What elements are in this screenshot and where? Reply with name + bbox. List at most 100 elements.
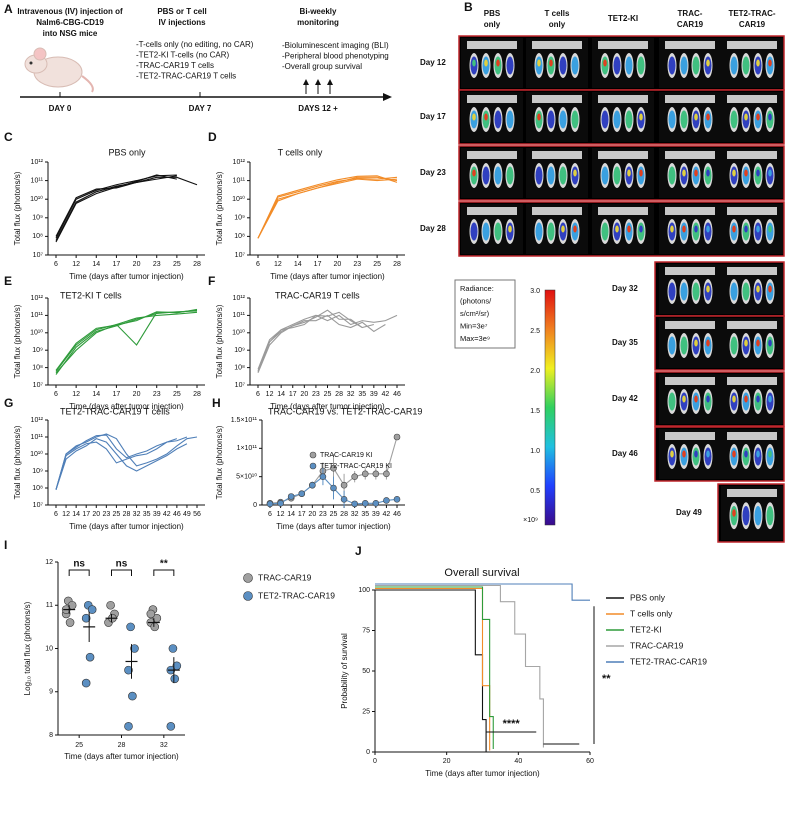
- x-tick-label: 17: [298, 511, 306, 518]
- y-tick-label: 10⁸: [32, 485, 43, 492]
- timepoint: DAY 7: [189, 104, 212, 113]
- signal: [744, 225, 748, 233]
- signal: [744, 450, 748, 458]
- panel-letter: J: [355, 544, 362, 558]
- y-tick-label: 10¹⁰: [30, 450, 43, 458]
- signal: [732, 225, 736, 233]
- panel-letter: F: [208, 274, 215, 288]
- x-tick-label: 35: [143, 511, 151, 518]
- signal: [549, 59, 553, 67]
- imaging-rack: [665, 267, 715, 275]
- x-tick-label: 60: [586, 758, 594, 765]
- mouse-ear: [33, 47, 47, 61]
- data-point: [81, 613, 91, 623]
- x-tick-label: 14: [294, 261, 302, 268]
- signal: [682, 395, 686, 403]
- series-line: [55, 175, 177, 237]
- signal: [706, 339, 710, 347]
- signal: [561, 113, 565, 121]
- step-item: -Overall group survival: [282, 62, 362, 71]
- legend-marker: [243, 591, 253, 601]
- step-item: -TET2-KI T-cells (no CAR): [136, 51, 230, 60]
- signal: [472, 225, 476, 233]
- x-tick-label: 20: [300, 391, 308, 398]
- signal: [768, 285, 772, 293]
- data-point: [287, 493, 295, 500]
- x-tick-label: 6: [54, 261, 58, 268]
- y-tick-label: 10¹¹: [233, 177, 246, 184]
- y-tick-label: 1.5×10¹¹: [231, 417, 258, 424]
- signal: [756, 285, 760, 293]
- signal: [706, 395, 710, 403]
- signal: [768, 225, 772, 233]
- y-tick-label: 10⁹: [32, 215, 43, 222]
- colorbar-tick: 3.0: [530, 288, 540, 295]
- signal: [744, 509, 748, 517]
- signal: [744, 59, 748, 67]
- y-tick-label: 10⁸: [234, 233, 245, 240]
- x-tick-label: 6: [268, 511, 272, 518]
- group-header: CAR19: [677, 20, 704, 29]
- step-text: Nalm6-CBG-CD19: [36, 18, 104, 27]
- y-tick-label: 10¹¹: [233, 312, 246, 319]
- data-point: [309, 481, 316, 489]
- signal: [603, 113, 607, 121]
- imaging-rack: [727, 489, 777, 497]
- x-tick-label: 23: [319, 511, 327, 518]
- x-tick-label: 46: [393, 391, 401, 398]
- signal: [732, 395, 736, 403]
- panel-letter: I: [4, 538, 7, 552]
- x-tick-label: 14: [277, 391, 285, 398]
- legend-marker: [243, 573, 253, 583]
- survival-curve: [375, 584, 544, 748]
- signal: [732, 339, 736, 347]
- signal: [756, 450, 760, 458]
- imaging-rack: [532, 41, 582, 49]
- y-axis-label: Total flux (photons/s): [215, 304, 224, 378]
- imaging-rack: [665, 432, 715, 440]
- x-tick-label: 25: [113, 511, 121, 518]
- day-label: Day 42: [612, 394, 638, 403]
- monitor-arrow-head: [327, 79, 333, 85]
- survival-curve: [375, 583, 590, 601]
- imaging-rack: [665, 321, 715, 329]
- radiance-text: Radiance:: [460, 284, 494, 293]
- signal: [744, 113, 748, 121]
- x-tick-label: 14: [92, 261, 100, 268]
- x-tick-label: 32: [347, 391, 355, 398]
- x-tick-label: 35: [358, 391, 366, 398]
- group-header: TET2-KI: [608, 14, 638, 23]
- data-point: [124, 722, 133, 731]
- signal: [639, 113, 643, 121]
- signal: [732, 113, 736, 121]
- panel-letter: E: [4, 274, 12, 288]
- x-tick-label: 12: [277, 511, 285, 518]
- imaging-rack: [727, 432, 777, 440]
- series-line: [257, 175, 398, 239]
- y-tick-label: 10¹²: [233, 295, 246, 302]
- x-tick-label: 14: [72, 511, 80, 518]
- signal: [694, 59, 698, 67]
- data-point: [340, 481, 348, 489]
- panel-letter: D: [208, 130, 217, 144]
- y-axis-label: Total flux (photons/s): [13, 425, 22, 499]
- x-axis-label: Time (days after tumor injection): [276, 522, 391, 531]
- series-line: [55, 311, 198, 372]
- imaging-rack: [467, 41, 517, 49]
- signal: [670, 450, 674, 458]
- group-header: TET2-TRAC-: [728, 9, 775, 18]
- x-tick-label: 20: [133, 391, 141, 398]
- panel-letter: H: [212, 396, 221, 410]
- y-tick-label: 10¹⁰: [30, 329, 43, 337]
- y-tick-label: 10⁹: [234, 215, 245, 222]
- y-tick-label: 5×10¹⁰: [236, 473, 257, 481]
- x-tick-label: 39: [370, 391, 378, 398]
- step-item: -Bioluminescent imaging (BLI): [282, 41, 389, 50]
- chart-title: TRAC-CAR19 T cells: [275, 290, 360, 300]
- series-line: [257, 314, 398, 372]
- y-tick-label: 25: [362, 708, 370, 715]
- x-tick-label: 23: [153, 261, 161, 268]
- data-point: [146, 609, 156, 619]
- imaging-rack: [727, 267, 777, 275]
- signal: [756, 225, 760, 233]
